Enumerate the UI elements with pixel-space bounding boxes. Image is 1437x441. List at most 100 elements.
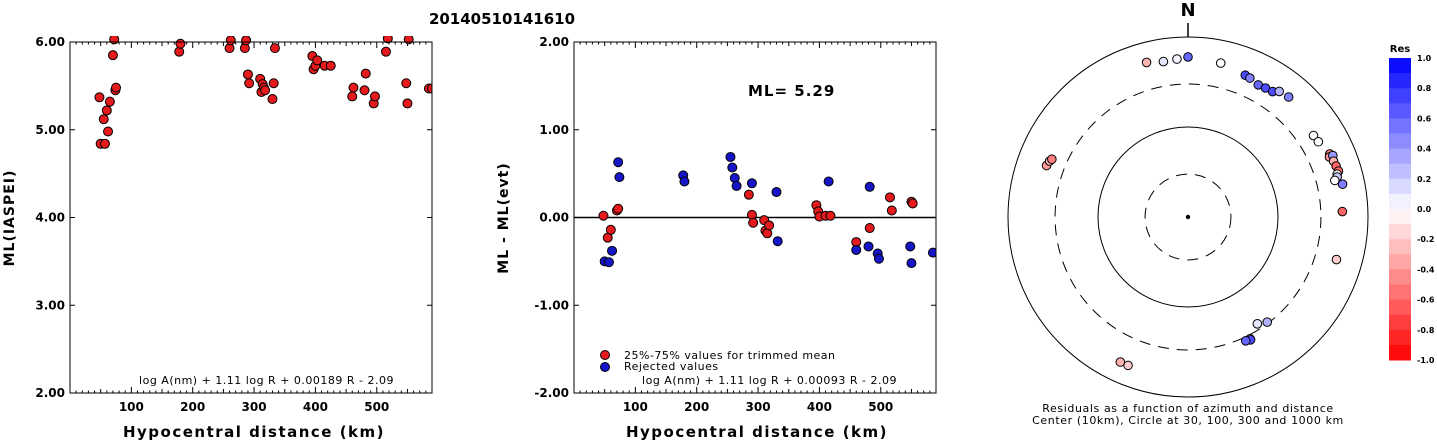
panel2-ytick-label: 2.00 — [539, 35, 569, 49]
panel2-points — [598, 151, 936, 269]
panel2-point — [764, 220, 775, 231]
panel2-point — [613, 157, 624, 168]
colorbar-cell — [1389, 299, 1411, 316]
colorbar-cell — [1389, 239, 1411, 255]
panel2-point — [771, 187, 782, 198]
panel1-xtick-label: 200 — [180, 400, 205, 414]
panel1-xtick-label: 400 — [303, 400, 328, 414]
panel2-ytick-label: 0.00 — [539, 211, 569, 225]
panel2-formula: log A(nm) + 1.11 log R + 0.00093 R - 2.0… — [642, 374, 897, 387]
north-label: N — [1180, 0, 1195, 21]
panel1-point — [94, 92, 105, 103]
panel2-frame — [573, 41, 937, 394]
panel2-xtick-label: 100 — [623, 400, 648, 414]
residual-distance-panel: ML - ML(evt) Hypocentral distance (km) M… — [496, 35, 937, 441]
panel2-ytick-label: -1.00 — [534, 298, 569, 312]
colorbar-cell — [1389, 284, 1411, 301]
colorbar-cell — [1389, 73, 1411, 89]
panel1-formula: log A(nm) + 1.11 log R + 0.00189 R - 2.0… — [139, 374, 394, 387]
panel1-point — [104, 96, 115, 107]
panel1-point — [267, 94, 278, 105]
panel1-xtick-label: 300 — [242, 400, 267, 414]
panel1-point — [402, 98, 413, 109]
station-marker — [1308, 130, 1319, 141]
panel1-point — [382, 36, 393, 44]
panel1-points — [94, 36, 432, 149]
panel1-point — [242, 69, 253, 80]
colorbar-cell — [1389, 314, 1411, 331]
panel1-point — [269, 43, 280, 54]
panel1-ytick-label: 4.00 — [35, 211, 65, 225]
station-marker — [1283, 92, 1294, 102]
panel2-point — [873, 253, 884, 264]
station-marker — [1158, 56, 1169, 67]
panel1-point — [268, 78, 279, 89]
panel2-point — [864, 223, 875, 234]
panel2-point — [731, 180, 742, 191]
panel2-point — [884, 192, 895, 203]
panel2-point — [598, 210, 609, 221]
panel2-xtick-label: 400 — [807, 400, 832, 414]
panel1-point — [359, 85, 370, 96]
panel1-point — [401, 78, 412, 89]
panel2-point — [725, 151, 736, 162]
colorbar-cell — [1389, 209, 1411, 225]
panel1-point — [98, 114, 109, 125]
panel1-xlabel: Hypocentral distance (km) — [123, 423, 385, 441]
colorbar-cell — [1389, 148, 1411, 165]
panel2-point — [613, 203, 624, 214]
panel2-point — [823, 176, 834, 187]
polar-caption-line2: Center (10km), Circle at 30, 100, 300 an… — [1032, 414, 1344, 427]
panel2-point — [906, 258, 917, 269]
station-marker — [1337, 206, 1348, 217]
colorbar-cell — [1389, 269, 1411, 285]
station-marker — [1240, 336, 1251, 346]
panel1-ytick-label: 5.00 — [35, 123, 65, 137]
station-marker — [1274, 86, 1285, 97]
panel1-point — [325, 60, 336, 71]
ring-100km — [1097, 126, 1279, 308]
colorbar-cell — [1389, 103, 1411, 119]
panel1-frame — [69, 41, 433, 394]
colorbar-tick-label: -0.8 — [1417, 326, 1435, 335]
panel1-point — [403, 36, 414, 45]
panel1-point — [347, 91, 358, 102]
panel2-point — [927, 247, 936, 258]
station-marker — [1172, 54, 1182, 64]
station-marker — [1330, 175, 1340, 186]
figure-title: 20140510141610 — [429, 10, 575, 28]
colorbar-cell — [1389, 193, 1411, 210]
station-marker — [1313, 136, 1324, 147]
panel1-point — [312, 55, 323, 66]
panel1-ylabel: ML(IASPEI) — [2, 170, 18, 267]
panel1-ytick-label: 6.00 — [35, 35, 65, 49]
colorbar-cell — [1389, 329, 1411, 346]
panel1-point — [101, 105, 112, 116]
panel2-point — [851, 244, 862, 255]
panel1-xtick-label: 100 — [119, 400, 144, 414]
panel2-point — [743, 189, 754, 200]
panel2-xlabel: Hypocentral distance (km) — [626, 423, 888, 441]
panel1-point — [427, 83, 432, 94]
colorbar-tick-label: 0.2 — [1417, 175, 1431, 184]
station-marker — [1183, 52, 1193, 62]
panel2-point — [886, 205, 897, 216]
colorbar-cell — [1389, 344, 1411, 361]
panel1-point — [260, 85, 271, 96]
colorbar-tick-label: 0.0 — [1417, 205, 1432, 214]
polar-caption-line1: Residuals as a function of azimuth and d… — [1042, 402, 1333, 415]
ring-1000km — [1007, 36, 1369, 398]
panel2-point — [863, 241, 874, 252]
colorbar-tick-label: 0.8 — [1417, 84, 1432, 93]
colorbar-cell — [1389, 133, 1411, 150]
station-marker — [1047, 154, 1057, 165]
panel1-xtick-label: 500 — [364, 400, 389, 414]
ring-30km — [1144, 173, 1232, 261]
ml-distance-panel: ML(IASPEI) Hypocentral distance (km) log… — [2, 35, 433, 441]
station-marker — [1252, 319, 1263, 329]
panel1-point — [369, 91, 380, 102]
station-marker — [1141, 57, 1152, 68]
colorbar-cell — [1389, 118, 1411, 134]
panel1-point — [360, 68, 371, 79]
colorbar-tick-label: 0.6 — [1417, 114, 1432, 123]
